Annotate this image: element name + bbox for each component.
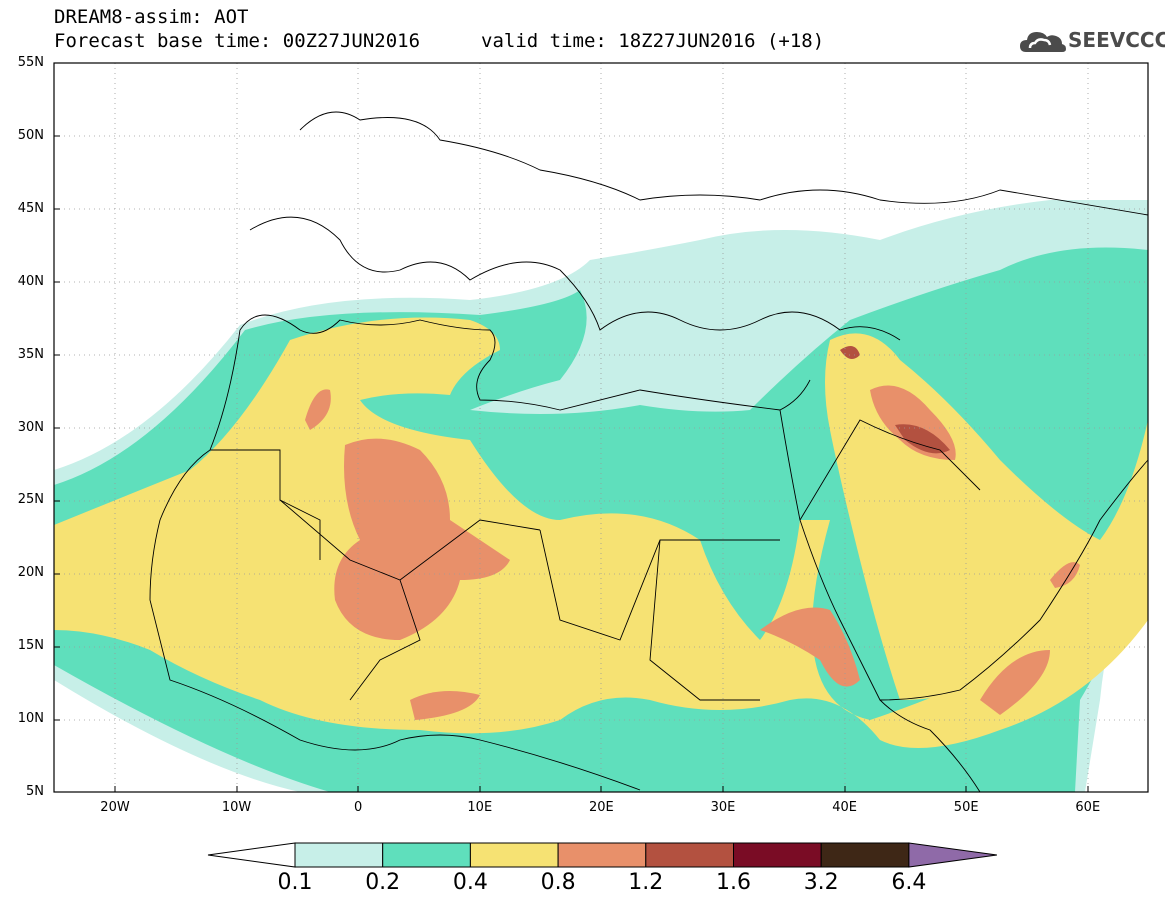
aot-band-1.2 <box>895 424 950 454</box>
colorbar-label: 1.2 <box>628 870 664 895</box>
cloud-icon <box>1020 32 1066 52</box>
colorbar-label: 1.6 <box>716 870 751 895</box>
colorbar-swatch <box>820 842 910 868</box>
latitude-label: 15N <box>17 638 44 654</box>
latitude-label: 45N <box>17 200 44 216</box>
colorbar-swatch <box>294 842 384 868</box>
colorbar-label: 6.4 <box>891 870 927 895</box>
colorbar-high-arrow <box>908 842 997 868</box>
longitude-label: 10W <box>221 800 252 815</box>
latitude-label: 35N <box>17 346 44 362</box>
aot-band-0.8-chad <box>410 691 480 720</box>
colorbar-label: 0.2 <box>365 870 401 895</box>
latitude-label: 30N <box>17 419 44 435</box>
colorbar-label: 0.4 <box>452 870 488 895</box>
colorbar-label: 0.1 <box>277 870 313 895</box>
valid-time: valid time: 18Z27JUN2016 (+18) <box>481 30 825 52</box>
colorbar-label: 0.8 <box>540 870 576 895</box>
longitude-label: 50E <box>953 800 979 815</box>
aot-field <box>54 63 1148 792</box>
longitude-label: 10E <box>467 800 493 815</box>
colorbar <box>207 842 997 868</box>
longitude-label: 30E <box>710 800 736 815</box>
longitude-label: 40E <box>832 800 857 815</box>
colorbar-swatch <box>645 842 734 868</box>
latitude-label: 10N <box>17 711 44 727</box>
aot-band-0.4 <box>54 317 1148 748</box>
longitude-label: 20W <box>100 800 130 815</box>
latitude-label: 20N <box>17 565 44 581</box>
latitude-label: 25N <box>17 492 44 508</box>
forecast-base-time: Forecast base time: 00Z27JUN2016 <box>54 30 421 52</box>
longitude-label: 20E <box>589 800 614 815</box>
coastlines <box>149 111 1149 793</box>
aot-band-1.2-iraq <box>840 346 860 359</box>
colorbar-low-arrow <box>207 842 296 868</box>
longitude-label: 60E <box>1075 800 1101 815</box>
aot-band-0.8-oman <box>980 650 1050 715</box>
logo-text: SEEVCCC <box>1068 28 1165 52</box>
aot-band-0.8-morocco <box>305 389 331 430</box>
latitude-label: 50N <box>17 127 44 143</box>
aot-band-0.8-sahara <box>334 438 510 640</box>
colorbar-swatch <box>733 842 822 868</box>
colorbar-swatch <box>382 842 471 868</box>
latitude-label: 5N <box>26 784 44 799</box>
latitude-label: 40N <box>17 273 44 289</box>
axis-ticks <box>54 62 1089 793</box>
seevccc-logo: SEEVCCC <box>1018 24 1165 58</box>
latitude-label: 55N <box>17 55 44 70</box>
colorbar-label: 3.2 <box>803 870 839 895</box>
map-title: DREAM8-assim: AOT <box>54 6 249 28</box>
colorbar-swatch <box>469 842 559 868</box>
longitude-label: 0 <box>354 800 363 815</box>
colorbar-swatch <box>557 842 647 868</box>
